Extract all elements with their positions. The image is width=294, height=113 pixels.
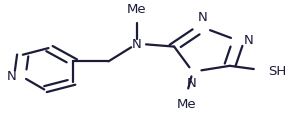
- Text: Me: Me: [177, 97, 197, 110]
- Text: N: N: [186, 76, 196, 89]
- Text: N: N: [198, 11, 208, 24]
- Text: SH: SH: [268, 64, 287, 77]
- Text: N: N: [244, 33, 254, 46]
- Text: Me: Me: [127, 3, 147, 16]
- Text: N: N: [7, 69, 16, 82]
- Text: N: N: [132, 38, 142, 51]
